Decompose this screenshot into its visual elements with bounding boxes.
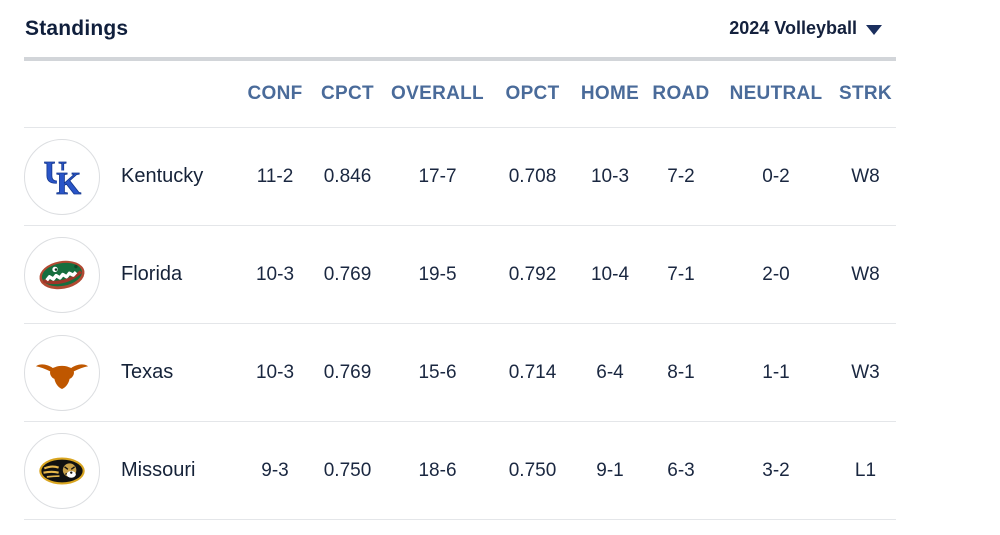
column-header-conf: CONF bbox=[247, 83, 303, 104]
column-header-overall: OVERALL bbox=[391, 83, 484, 104]
page-title: Standings bbox=[25, 16, 129, 40]
stat-conf: 9-3 bbox=[261, 459, 289, 481]
stat-home: 6-4 bbox=[596, 361, 624, 383]
column-header-strk: STRK bbox=[839, 83, 892, 104]
stat-road: 6-3 bbox=[667, 459, 695, 481]
stat-home: 9-1 bbox=[596, 459, 624, 481]
column-header-home: HOME bbox=[580, 83, 640, 104]
stat-conf: 10-3 bbox=[255, 361, 295, 383]
missouri-tiger-icon bbox=[39, 457, 85, 484]
stat-neutral: 3-2 bbox=[762, 459, 790, 481]
stat-overall: 17-7 bbox=[418, 165, 457, 187]
team-name: Kentucky bbox=[121, 165, 204, 187]
stat-strk: L1 bbox=[854, 459, 877, 481]
stat-home: 10-4 bbox=[590, 263, 630, 285]
table-row: Florida 10-3 0.769 19-5 0.792 10-4 7-1 2… bbox=[24, 226, 896, 324]
kentucky-uk-icon: U K K bbox=[43, 153, 84, 203]
stat-cpct: 0.750 bbox=[323, 459, 372, 481]
stat-home: 10-3 bbox=[590, 165, 630, 187]
team-cell[interactable]: U K K Kentucky bbox=[24, 138, 240, 215]
texas-longhorns-logo bbox=[24, 334, 100, 411]
stat-strk: W8 bbox=[851, 165, 880, 187]
caret-down-icon bbox=[866, 24, 882, 35]
stat-neutral: 0-2 bbox=[762, 165, 790, 187]
svg-text:K: K bbox=[56, 164, 81, 200]
standings-table: CONF CPCT OVERALL OPCT HOME ROAD NEUTRAL… bbox=[24, 57, 896, 520]
column-header-cpct: CPCT bbox=[321, 83, 374, 104]
team-name: Florida bbox=[121, 263, 183, 285]
season-selector-label: 2024 Volleyball bbox=[729, 18, 857, 38]
team-name: Missouri bbox=[121, 459, 196, 481]
stat-neutral: 1-1 bbox=[762, 361, 790, 383]
stat-conf: 11-2 bbox=[256, 165, 294, 187]
svg-text:K: K bbox=[56, 164, 81, 200]
table-row: Missouri 9-3 0.750 18-6 0.750 9-1 6-3 3-… bbox=[24, 422, 896, 520]
team-name: Texas bbox=[121, 361, 174, 383]
florida-gator-icon bbox=[39, 260, 85, 289]
stat-road: 8-1 bbox=[667, 361, 695, 383]
missouri-tigers-logo bbox=[24, 432, 100, 509]
column-header-road: ROAD bbox=[652, 83, 710, 104]
stat-opct: 0.708 bbox=[508, 165, 557, 187]
column-header-neutral: NEUTRAL bbox=[729, 83, 823, 104]
table-header-row: CONF CPCT OVERALL OPCT HOME ROAD NEUTRAL… bbox=[24, 61, 896, 128]
stat-opct: 0.714 bbox=[508, 361, 557, 383]
stat-cpct: 0.846 bbox=[323, 165, 372, 187]
florida-gators-logo bbox=[24, 236, 100, 313]
table-top-divider bbox=[24, 57, 896, 61]
stat-strk: W8 bbox=[851, 263, 880, 285]
stat-conf: 10-3 bbox=[255, 263, 295, 285]
stat-strk: W3 bbox=[851, 361, 880, 383]
team-cell[interactable]: Missouri bbox=[24, 432, 240, 509]
stat-overall: 19-5 bbox=[418, 263, 457, 285]
stat-overall: 15-6 bbox=[418, 361, 457, 383]
table-row: U K K Kentucky 11-2 0.846 17-7 0.708 10-… bbox=[24, 128, 896, 226]
topbar: Standings 2024 Volleyball bbox=[25, 0, 896, 57]
team-cell[interactable]: Texas bbox=[24, 334, 240, 411]
stat-road: 7-1 bbox=[667, 263, 695, 285]
stat-opct: 0.750 bbox=[508, 459, 557, 481]
texas-longhorn-icon bbox=[35, 363, 89, 389]
stat-opct: 0.792 bbox=[508, 263, 557, 285]
stat-road: 7-2 bbox=[667, 165, 695, 187]
table-row: Texas 10-3 0.769 15-6 0.714 6-4 8-1 1-1 … bbox=[24, 324, 896, 422]
stat-overall: 18-6 bbox=[418, 459, 457, 481]
svg-text:U: U bbox=[44, 153, 67, 189]
stat-cpct: 0.769 bbox=[323, 263, 372, 285]
kentucky-wildcats-logo: U K K bbox=[24, 138, 100, 215]
season-selector[interactable]: 2024 Volleyball bbox=[729, 18, 882, 39]
column-header-opct: OPCT bbox=[505, 83, 560, 104]
stat-cpct: 0.769 bbox=[323, 361, 372, 383]
stat-neutral: 2-0 bbox=[762, 263, 790, 285]
team-cell[interactable]: Florida bbox=[24, 236, 240, 313]
